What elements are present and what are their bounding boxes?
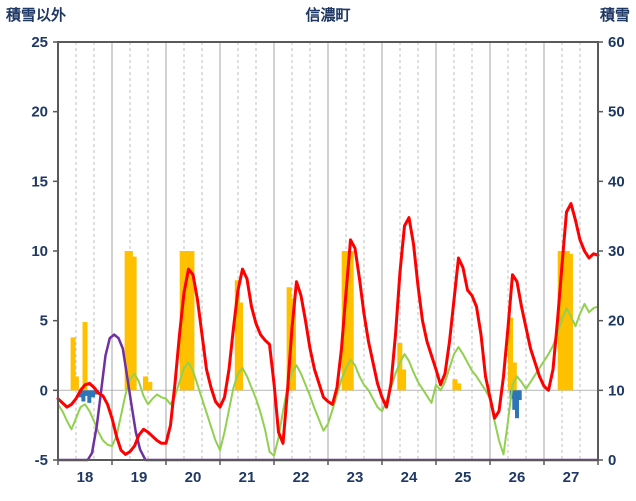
sunshine-bar: [131, 256, 137, 391]
sunshine-bar: [401, 369, 407, 391]
sunshine-bar: [452, 379, 458, 391]
left-axis-title: 積雪以外: [6, 7, 67, 24]
left-axis-tick-label: -5: [35, 452, 48, 469]
x-axis-tick-label: 27: [563, 469, 580, 486]
sunshine-bar: [344, 251, 350, 391]
x-axis-tick-label: 19: [131, 469, 148, 486]
sunshine-bar: [557, 251, 563, 391]
precip-bar: [91, 390, 96, 398]
precip-bar: [87, 390, 92, 403]
x-axis-tick-label: 24: [401, 469, 418, 486]
sunshine-bar: [567, 253, 573, 391]
sunshine-bar: [456, 383, 462, 391]
left-axis-tick-label: 20: [31, 104, 48, 121]
right-axis-tick-label: 0: [608, 452, 616, 469]
precip-bar: [84, 390, 89, 396]
sunshine-bar: [290, 298, 296, 391]
right-axis-tick-label: 40: [608, 173, 625, 190]
x-axis-tick-label: 21: [239, 469, 256, 486]
sunshine-bar: [127, 251, 133, 391]
sunshine-bar: [124, 251, 130, 391]
right-axis-tick-label: 20: [608, 313, 625, 330]
right-axis-tick-label: 50: [608, 104, 625, 121]
x-axis-tick-label: 23: [347, 469, 364, 486]
sunshine-bar: [560, 251, 566, 391]
left-axis-tick-label: 5: [40, 313, 48, 330]
right-axis-title: 積雪: [599, 7, 630, 24]
sunshine-bar: [508, 317, 514, 391]
sunshine-bar: [82, 322, 88, 391]
left-axis-tick-label: 0: [40, 382, 48, 399]
sunshine-bar: [147, 381, 153, 391]
x-axis-tick-label: 18: [77, 469, 94, 486]
right-axis-tick-label: 30: [608, 243, 625, 260]
sunshine-bar: [564, 251, 570, 391]
sunshine-bar: [142, 376, 148, 391]
precip-bar: [515, 390, 519, 419]
sunshine-bar: [189, 251, 195, 391]
sunshine-bar: [511, 362, 517, 391]
sunshine-bar: [186, 251, 192, 391]
precip-bar: [78, 390, 83, 398]
right-axis-tick-label: 60: [608, 34, 625, 51]
x-axis-tick-label: 22: [293, 469, 310, 486]
x-axis-tick-label: 20: [185, 469, 202, 486]
left-axis-tick-label: 10: [31, 243, 48, 260]
sunshine-bar: [182, 251, 188, 391]
sunshine-bar: [397, 342, 403, 391]
sunshine-bar: [73, 376, 79, 391]
left-axis-tick-label: 15: [31, 173, 48, 190]
sunshine-bar: [348, 251, 354, 391]
x-axis-tick-label: 25: [455, 469, 472, 486]
precip-bar: [517, 390, 522, 401]
sunshine-bar: [70, 337, 76, 391]
precip-bar: [81, 390, 86, 402]
temperature-red-line: [56, 202, 600, 456]
x-axis-tick-label: 26: [509, 469, 526, 486]
temperature-green-line: [57, 302, 599, 457]
sunshine-bar: [238, 302, 244, 391]
sunshine-bar: [286, 287, 292, 391]
left-axis-tick-label: 25: [31, 34, 48, 51]
chart-title: 信濃町: [305, 7, 351, 24]
precip-bar: [512, 390, 517, 410]
right-axis-tick-label: 10: [608, 382, 625, 399]
sunshine-bar: [234, 280, 240, 391]
